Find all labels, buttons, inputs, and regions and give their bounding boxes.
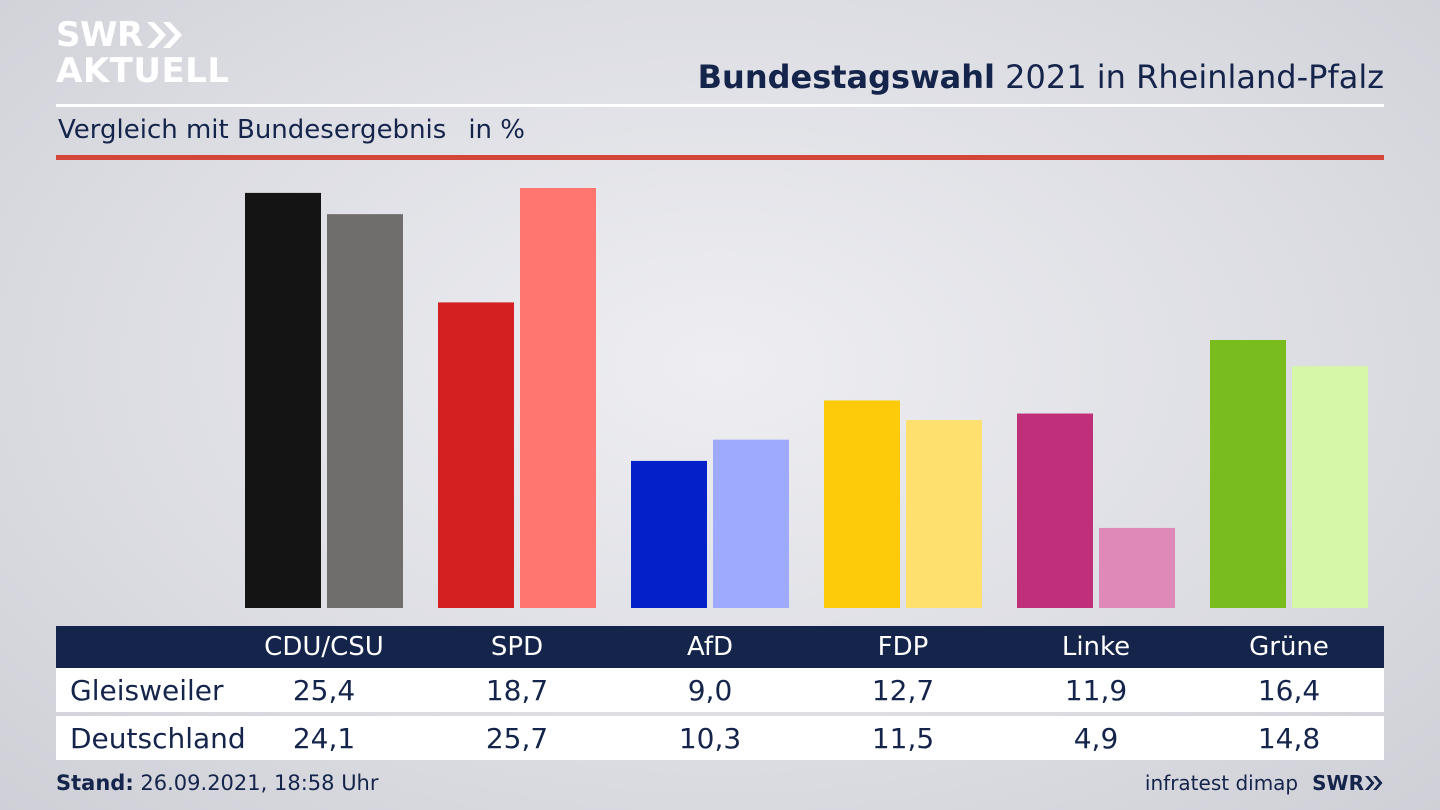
footer-source: infratest dimap SWR [1145,771,1384,795]
column-header: FDP [877,632,929,662]
row-label-gleisweiler: Gleisweiler [70,673,224,707]
stand-label: Stand: [56,771,134,795]
page-title: Bundestagswahl 2021 in Rheinland-Pfalz [698,58,1384,96]
source-text: infratest dimap [1144,771,1299,795]
title-bold: Bundestagswahl [697,58,995,96]
data-label: 9,0 [687,673,733,707]
swr-aktuell-logo: SWR AKTUELL [56,18,230,88]
table-row: Gleisweiler 25,4 18,7 9,0 12,7 11,9 16,4 [56,668,1384,712]
subtitle-divider [56,155,1384,160]
table-row: Deutschland 24,1 25,7 10,3 11,5 4,9 14,8 [56,716,1384,760]
double-chevron-icon [145,20,185,50]
table-header-row: CDU/CSU SPD AfD FDP Linke Grüne [56,626,1384,668]
column-header: AfD [686,632,734,662]
timestamp: Stand: 26.09.2021, 18:58 Uhr [56,771,379,795]
logo-swr-text: SWR [56,15,143,55]
bar-afd-deutschland [713,439,789,608]
stand-value: 26.09.2021, 18:58 Uhr [140,771,379,795]
header-divider [56,104,1384,107]
column-header: CDU/CSU [264,632,384,662]
results-table: CDU/CSU SPD AfD FDP Linke Grüne Gleisweiler 2… [56,626,1384,760]
title-rest: 2021 in Rheinland-Pfalz [1005,58,1384,96]
column-header: Grüne [1249,632,1329,662]
data-label: 10,3 [678,721,742,755]
data-label: 11,9 [1064,673,1128,707]
bar-chart [245,188,1368,609]
bar-fdp-gleisweiler [824,400,900,608]
bar-cdu-csu-gleisweiler [245,192,321,609]
bar-spd-deutschland [520,188,596,608]
bar-linke-gleisweiler [1017,413,1093,608]
bar-afd-gleisweiler [631,460,707,608]
bar-gr-ne-deutschland [1292,366,1368,608]
data-label: 25,4 [292,673,356,707]
column-header: Linke [1061,632,1131,662]
bar-spd-gleisweiler [438,302,514,608]
unit-label: in % [468,115,525,145]
row-label-deutschland: Deutschland [70,721,246,755]
data-label: 16,4 [1257,673,1321,707]
swr-brand-text: SWR [1312,771,1364,795]
swr-brand-logo: SWR [1312,771,1384,795]
double-chevron-small-icon [1365,776,1383,790]
data-label: 14,8 [1257,721,1321,755]
data-label: 12,7 [871,673,935,707]
data-label: 11,5 [871,721,935,755]
bar-gr-ne-gleisweiler [1210,339,1286,608]
logo-aktuell-text: AKTUELL [56,51,230,91]
data-label: 4,9 [1073,721,1119,755]
subtitle-text: Vergleich mit Bundesergebnis [58,115,447,145]
data-label: 24,1 [292,721,356,755]
data-label: 25,7 [485,721,549,755]
bar-cdu-csu-deutschland [327,214,403,608]
column-header: SPD [490,632,544,662]
chart-subtitle: Vergleich mit Bundesergebnis in % [58,115,525,145]
data-label: 18,7 [485,673,549,707]
bar-fdp-deutschland [906,420,982,608]
bar-linke-deutschland [1099,527,1175,608]
